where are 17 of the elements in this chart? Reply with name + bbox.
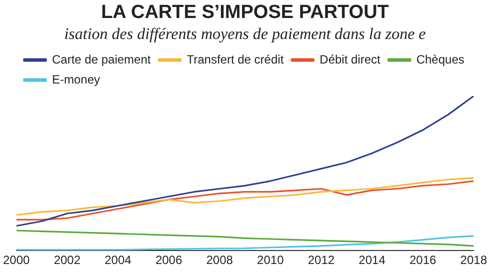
x-tick-label: 2008 [206,253,234,268]
legend-label: Chèques [416,52,464,66]
legend-label: Débit direct [320,52,382,66]
legend-label: Transfert de crédit [186,52,284,66]
x-tick-label: 2000 [2,253,30,268]
x-tick-label: 2012 [308,253,335,268]
x-tick-label: 2004 [104,253,132,268]
x-tick-label: 2014 [358,253,386,268]
chart-subtitle: isation des différents moyens de paiement dans la zone e [63,25,427,45]
legend-label: Carte de paiement [52,52,152,66]
chart-title: LA CARTE S’IMPOSE PARTOUT [100,2,390,24]
legend-label: E-money [52,72,100,86]
x-tick-label: 2002 [54,253,81,268]
x-tick-label: 2016 [409,253,437,268]
x-tick-label: 2018 [460,253,488,268]
x-tick-label: 2010 [257,253,284,268]
x-tick-label: 2006 [155,253,182,268]
